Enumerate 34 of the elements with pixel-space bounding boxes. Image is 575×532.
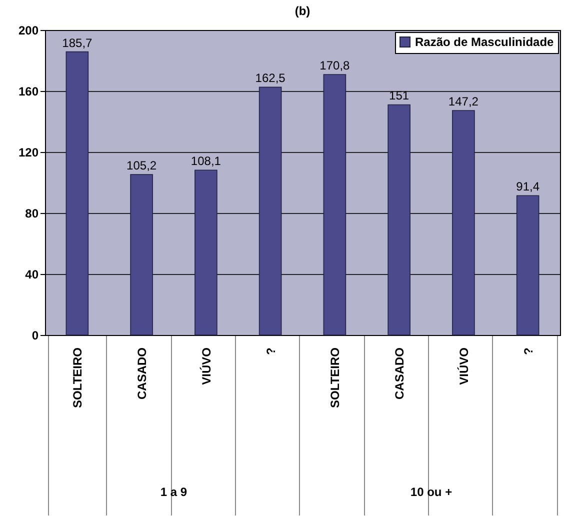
y-tick-label: 120 [18, 146, 39, 160]
y-tick-label: 160 [18, 84, 39, 98]
data-label: 162,5 [255, 71, 286, 86]
x-tick-label: VIÚVO [456, 348, 471, 385]
bar [323, 74, 346, 336]
x-tick-label: VIÚVO [199, 348, 214, 385]
data-label: 185,7 [62, 36, 93, 50]
bar [66, 51, 89, 336]
x-tick-label: ? [521, 348, 536, 355]
bar [194, 170, 218, 336]
y-tick-label: 80 [25, 206, 39, 220]
data-label: 105,2 [126, 158, 157, 173]
legend-label: Razão de Masculinidade [415, 35, 554, 49]
data-label: 151 [389, 88, 410, 103]
bar [258, 86, 282, 336]
x-tick-label: CASADO [392, 348, 407, 400]
y-tick-label: 0 [32, 328, 39, 342]
bar [452, 110, 475, 336]
data-label: 147,2 [448, 94, 479, 109]
x-tick-label: SOLTEIRO [328, 348, 342, 408]
bar [388, 104, 410, 336]
data-label: 91,4 [516, 180, 540, 194]
bar [516, 195, 540, 336]
bar [130, 174, 153, 336]
data-label: 108,1 [190, 154, 222, 168]
chart-title: (b) [294, 4, 310, 18]
text: 1 a 9 [159, 485, 188, 499]
data-label: 170,8 [320, 58, 350, 73]
text: 10 ou + [409, 485, 454, 499]
y-tick-label: 200 [18, 24, 39, 38]
x-tick-label: ? [264, 348, 278, 355]
x-tick-label: CASADO [135, 348, 150, 400]
x-tick-label: SOLTEIRO [70, 348, 85, 408]
y-tick-label: 40 [25, 268, 39, 282]
